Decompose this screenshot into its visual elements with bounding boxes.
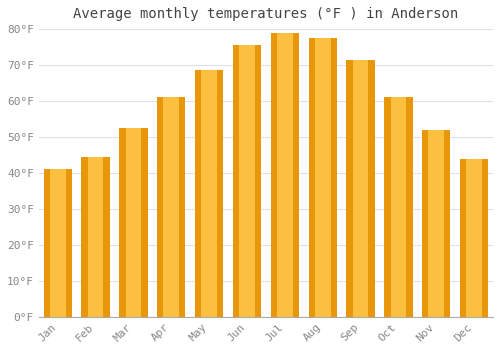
Bar <box>44 169 72 317</box>
Bar <box>460 159 488 317</box>
Title: Average monthly temperatures (°F ) in Anderson: Average monthly temperatures (°F ) in An… <box>74 7 458 21</box>
Bar <box>119 128 148 317</box>
Bar <box>195 70 224 317</box>
Bar <box>466 159 482 317</box>
Bar <box>428 130 444 317</box>
Bar <box>346 60 375 317</box>
Bar <box>315 38 330 317</box>
Bar <box>202 70 217 317</box>
Bar <box>384 97 412 317</box>
Bar <box>126 128 141 317</box>
Bar <box>277 33 292 317</box>
Bar <box>422 130 450 317</box>
Bar <box>233 45 261 317</box>
Bar <box>308 38 337 317</box>
Bar <box>157 97 186 317</box>
Bar <box>390 97 406 317</box>
Bar <box>270 33 299 317</box>
Bar <box>50 169 66 317</box>
Bar <box>88 157 104 317</box>
Bar <box>82 157 110 317</box>
Bar <box>239 45 255 317</box>
Bar <box>353 60 368 317</box>
Bar <box>164 97 179 317</box>
